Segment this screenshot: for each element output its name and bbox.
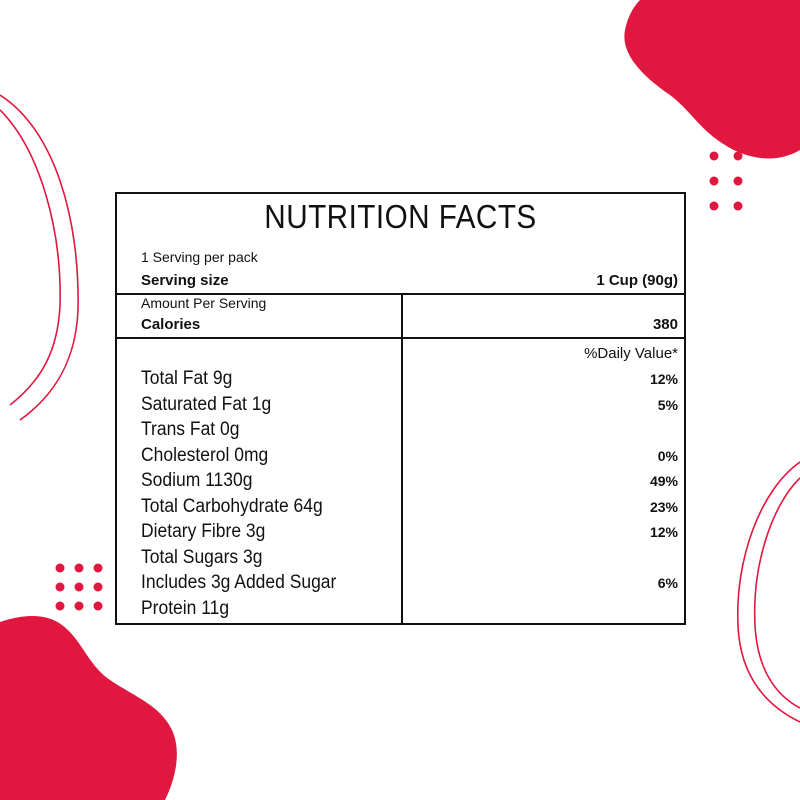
nutrient-name: Dietary Fibre 3g xyxy=(141,521,266,542)
nutrient-name: Cholesterol 0mg xyxy=(141,444,269,466)
nutrient-name: Saturated Fat 1g xyxy=(141,393,272,415)
nutrient-row: Cholesterol 0mg 0% xyxy=(117,443,684,469)
serving-size-value: 1 Cup (90g) xyxy=(596,272,678,289)
top-right-blob xyxy=(624,0,800,159)
nutrient-name: Total Sugars 3g xyxy=(141,546,263,568)
nutrient-daily-value: 0% xyxy=(657,447,678,464)
nutrient-daily-value: 5% xyxy=(657,396,678,413)
right-arcs xyxy=(736,461,800,723)
left-arcs xyxy=(0,94,79,421)
nutrient-daily-value: 6% xyxy=(657,575,678,591)
nutrient-row: Trans Fat 0g xyxy=(117,417,684,443)
nutrient-row: Includes 3g Added Sugar 6% xyxy=(117,570,684,596)
divider-top xyxy=(117,293,684,295)
nutrient-name: Includes 3g Added Sugar xyxy=(141,572,337,593)
calories-value: 380 xyxy=(652,316,678,333)
top-right-dots xyxy=(709,151,743,211)
nutrient-daily-value: 12% xyxy=(649,524,678,540)
nutrient-name: Total Fat 9g xyxy=(141,368,233,389)
nutrient-daily-value: 23% xyxy=(649,498,678,515)
nutrient-name: Trans Fat 0g xyxy=(141,419,240,440)
panel-title: NUTRITION FACTS xyxy=(264,198,537,235)
nutrient-row: Saturated Fat 1g 5% xyxy=(117,392,684,418)
nutrient-row: Dietary Fibre 3g 12% xyxy=(117,519,684,545)
daily-value-header: %Daily Value* xyxy=(584,345,678,362)
column-divider xyxy=(401,293,403,623)
nutrient-daily-value: 12% xyxy=(649,371,678,387)
bottom-left-blob xyxy=(0,616,177,800)
bottom-left-dots xyxy=(55,563,103,611)
nutrient-name: Total Carbohydrate 64g xyxy=(141,495,323,517)
nutrient-row: Total Carbohydrate 64g 23% xyxy=(117,494,684,520)
nutrient-row: Protein 11g xyxy=(117,596,684,622)
nutrient-daily-value: 49% xyxy=(649,473,678,489)
calories-label: Calories xyxy=(141,316,201,333)
nutrient-name: Protein 11g xyxy=(141,597,230,619)
nutrient-list: Total Fat 9g 12% Saturated Fat 1g 5% Tra… xyxy=(117,366,684,621)
nutrient-row: Sodium 1130g 49% xyxy=(117,468,684,494)
amount-per-serving-label: Amount Per Serving xyxy=(141,295,267,311)
servings-per-pack: 1 Serving per pack xyxy=(141,249,258,265)
nutrition-facts-panel: NUTRITION FACTS 1 Serving per pack Servi… xyxy=(115,192,686,625)
nutrient-name: Sodium 1130g xyxy=(141,470,253,491)
nutrient-row: Total Fat 9g 12% xyxy=(117,366,684,392)
divider-middle xyxy=(117,337,684,339)
serving-size-label: Serving size xyxy=(141,272,229,289)
nutrient-row: Total Sugars 3g xyxy=(117,545,684,571)
